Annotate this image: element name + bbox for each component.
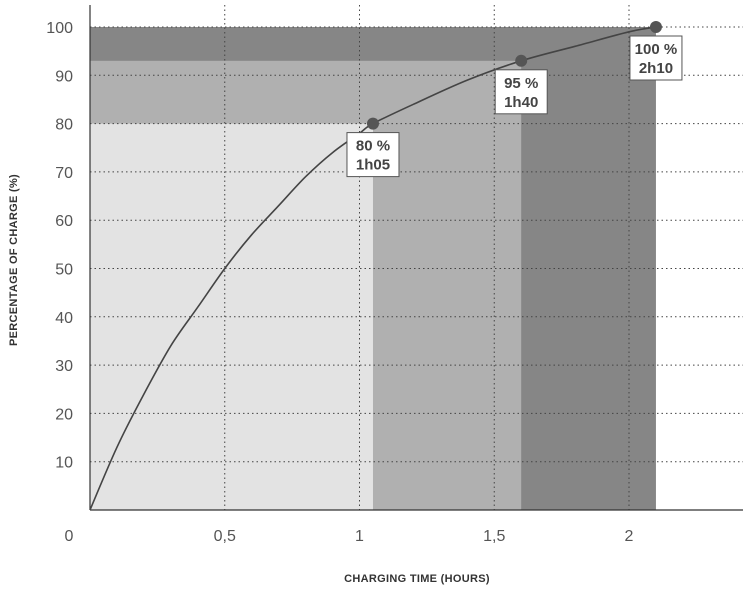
y-tick-labels: 10 20 30 40 50 60 70 80 90 100: [46, 20, 73, 472]
annotation-box: [494, 69, 548, 115]
grid-lines: [90, 5, 743, 510]
x-tick-label: 0,5: [214, 528, 236, 545]
y-axis-title: PERCENTAGE OF CHARGE (%): [8, 174, 20, 346]
x-tick-label: 0: [65, 528, 74, 545]
charge-points: 80 % 1h05 95 % 1h40 100 % 2h10: [346, 21, 683, 178]
annotation-percent: 95 %: [504, 75, 538, 92]
y-tick-label: 90: [55, 68, 73, 85]
y-tick-label: 30: [55, 358, 73, 375]
x-tick-labels: 0 0,5 1 1,5 2: [65, 528, 634, 545]
annotation-percent: 100 %: [635, 41, 678, 58]
y-tick-label: 10: [55, 455, 73, 472]
annotation-time: 2h10: [639, 60, 673, 77]
charge-band-1: [90, 123, 373, 510]
charge-point-marker: [515, 54, 528, 67]
annotation-box: [629, 35, 683, 81]
charge-point-group: 100 % 2h10: [629, 21, 683, 81]
charge-point-group: 80 % 1h05: [346, 117, 400, 178]
axes: [89, 5, 743, 511]
y-tick-label: 60: [55, 213, 73, 230]
y-tick-label: 70: [55, 165, 73, 182]
y-tick-label: 40: [55, 310, 73, 327]
x-tick-label: 1: [355, 528, 364, 545]
x-axis-title: CHARGING TIME (HOURS): [344, 573, 490, 585]
charge-point-marker: [366, 117, 379, 130]
charge-point-marker: [649, 21, 662, 33]
y-tick-label: 20: [55, 406, 73, 423]
annotation-box: [346, 132, 400, 178]
charge-point-group: 95 % 1h40: [494, 54, 548, 115]
x-tick-label: 1,5: [483, 528, 505, 545]
charge-bands: [90, 27, 656, 511]
annotation-percent: 80 %: [356, 138, 390, 155]
annotation-time: 1h05: [356, 157, 390, 174]
x-tick-label: 2: [625, 528, 634, 545]
y-tick-label: 50: [55, 262, 73, 279]
y-tick-label: 80: [55, 117, 73, 134]
y-tick-label: 100: [46, 20, 73, 37]
annotation-time: 1h40: [504, 94, 538, 111]
